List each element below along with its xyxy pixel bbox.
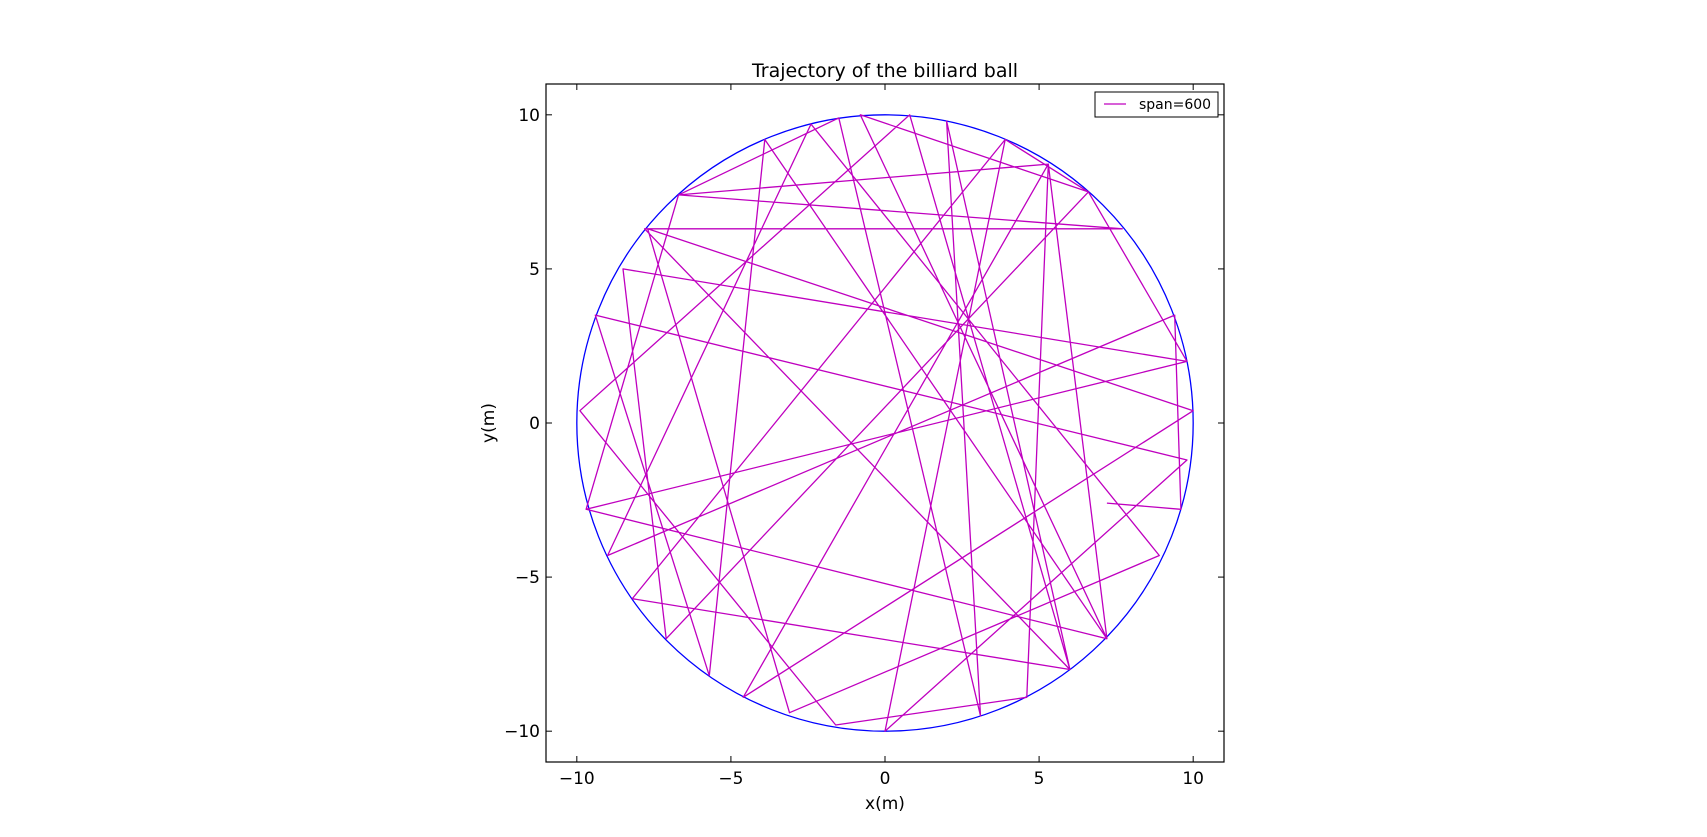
chart-title: Trajectory of the billiard ball	[751, 60, 1018, 82]
trajectory-line-0	[579, 114, 1194, 732]
y-axis-label: y(m)	[479, 403, 499, 443]
x-tick-label: 5	[1034, 769, 1045, 789]
y-tick-label: 10	[518, 106, 540, 126]
x-tick-label: 10	[1182, 769, 1204, 789]
y-tick-label: −5	[515, 568, 540, 588]
axis-ticks: −10 −5 0 5 10 −10 −5 0 5 10	[504, 84, 1224, 789]
x-tick-label: −10	[559, 769, 595, 789]
x-tick-label: 0	[880, 769, 891, 789]
y-tick-label: 0	[529, 414, 540, 434]
table-boundary-circle	[576, 114, 1194, 732]
legend-label: span=600	[1139, 97, 1211, 113]
x-tick-label: −5	[718, 769, 743, 789]
legend: span=600	[1094, 91, 1219, 118]
x-axis-label: x(m)	[865, 794, 905, 814]
y-tick-label: −10	[504, 722, 540, 742]
plot-frame	[545, 83, 1225, 763]
plot-area	[576, 114, 1194, 732]
y-tick-label: 5	[529, 260, 540, 280]
